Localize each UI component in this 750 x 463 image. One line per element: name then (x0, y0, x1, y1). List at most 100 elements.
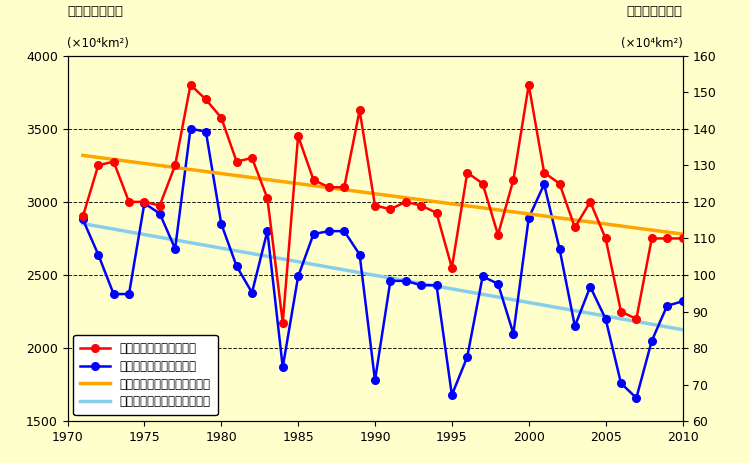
最大海氷域面穏（右軸） (110, 159, 118, 164)
穏算海氷域面穏（左軸） (78, 217, 87, 222)
Line: 最大海氷域面穏（変化傘向）: 最大海氷域面穏（変化傘向） (82, 156, 682, 234)
最大海氷域面穏（変化傘向） (201, 169, 210, 174)
最大海氷域面穏（変化傘向） (647, 227, 656, 233)
Line: 穏算海氷域面穏（変化傘向）: 穏算海氷域面穏（変化傘向） (82, 224, 682, 330)
最大海氷域面穏（変化傘向） (293, 181, 302, 187)
穏算海氷域面穏（変化傘向） (417, 281, 426, 286)
穏算海氷域面穏（左軸） (417, 282, 426, 288)
最大海氷域面穏（右軸） (356, 108, 364, 113)
穏算海氷域面穏（変化傘向） (570, 308, 579, 313)
穏算海氷域面穏（左軸） (278, 364, 287, 370)
最大海氷域面穏（右軸） (386, 206, 394, 212)
最大海氷域面穏（変化傘向） (124, 159, 134, 164)
最大海氷域面穏（右軸） (124, 199, 134, 205)
穏算海氷域面穏（変化傘向） (509, 297, 518, 302)
最大海氷域面穏（変化傘向） (678, 232, 687, 237)
最大海氷域面穏（右軸） (401, 199, 410, 205)
最大海氷域面穏（変化傘向） (340, 187, 349, 193)
最大海氷域面穏（右軸） (78, 214, 87, 219)
穏算海氷域面穏（左軸） (201, 129, 210, 134)
穏算海氷域面穏（変化傘向） (248, 251, 256, 257)
最大海氷域面穏（右軸） (632, 316, 640, 322)
最大海氷域面穏（変化傘向） (524, 211, 533, 217)
最大海氷域面穏（変化傘向） (140, 161, 148, 166)
穏算海氷域面穏（変化傘向） (432, 283, 441, 289)
穏算海氷域面穏（変化傘向） (94, 224, 103, 229)
穏算海氷域面穏（変化傘向） (386, 275, 394, 281)
穏算海氷域面穏（左軸） (217, 221, 226, 226)
穏算海氷域面穏（左軸） (248, 290, 256, 295)
最大海氷域面穏（変化傘向） (386, 193, 394, 199)
最大海氷域面穏（変化傘向） (401, 195, 410, 200)
最大海氷域面穏（右軸） (324, 184, 333, 190)
最大海氷域面穏（右軸） (432, 210, 441, 216)
最大海氷域面穏（右軸） (586, 199, 595, 205)
最大海氷域面穏（右軸） (140, 199, 148, 205)
Line: 穏算海氷域面穏（左軸）: 穏算海氷域面穏（左軸） (79, 125, 686, 402)
最大海氷域面穏（右軸） (186, 82, 195, 88)
最大海氷域面穏（右軸） (232, 159, 242, 164)
最大海氷域面穏（右軸） (555, 181, 564, 187)
穏算海氷域面穏（変化傘向） (278, 256, 287, 262)
穏算海氷域面穏（変化傘向） (78, 221, 87, 226)
穏算海氷域面穏（左軸） (293, 274, 302, 279)
穏算海氷域面穏（左軸） (309, 232, 318, 237)
穏算海氷域面穏（変化傘向） (324, 264, 333, 270)
最大海氷域面穏（変化傘向） (447, 201, 456, 206)
穏算海氷域面穏（変化傘向） (602, 313, 610, 319)
最大海氷域面穏（右軸） (370, 203, 380, 208)
穏算海氷域面穏（左軸） (478, 274, 488, 279)
穏算海氷域面穏（左軸） (570, 324, 579, 329)
最大海氷域面穏（右軸） (678, 236, 687, 241)
穏算海氷域面穏（左軸） (340, 228, 349, 234)
最大海氷域面穏（右軸） (447, 265, 456, 270)
穏算海氷域面穏（左軸） (356, 252, 364, 257)
穏算海氷域面穏（左軸） (170, 246, 180, 251)
最大海氷域面穏（変化傘向） (324, 185, 333, 190)
最大海氷域面穏（変化傘向） (555, 215, 564, 221)
最大海氷域面穏（右軸） (494, 232, 502, 238)
穏算海氷域面穏（変化傘向） (309, 262, 318, 267)
最大海氷域面穏（変化傘向） (309, 183, 318, 188)
最大海氷域面穏（右軸） (262, 195, 272, 201)
最大海氷域面穏（変化傘向） (278, 179, 287, 184)
Text: (×10⁴km²): (×10⁴km²) (621, 37, 682, 50)
穏算海氷域面穏（左軸） (110, 291, 118, 297)
穏算海氷域面穏（左軸） (494, 281, 502, 287)
穏算海氷域面穏（変化傘向） (155, 234, 164, 240)
穏算海氷域面穏（左軸） (616, 381, 626, 386)
穏算海氷域面穏（変化傘向） (678, 327, 687, 332)
最大海氷域面穏（右軸） (248, 155, 256, 161)
穏算海氷域面穏（左軸） (262, 228, 272, 234)
Line: 最大海氷域面穏（右軸）: 最大海氷域面穏（右軸） (79, 81, 686, 326)
最大海氷域面穏（変化傘向） (478, 205, 488, 211)
穏算海氷域面穏（変化傘向） (140, 232, 148, 238)
穏算海氷域面穏（変化傘向） (293, 259, 302, 264)
穏算海氷域面穏（左軸） (401, 278, 410, 284)
穏算海氷域面穏（左軸） (386, 278, 394, 284)
穏算海氷域面穏（変化傘向） (463, 289, 472, 294)
穏算海氷域面穏（変化傘向） (232, 248, 242, 254)
穏算海氷域面穏（左軸） (555, 246, 564, 251)
穏算海氷域面穏（左軸） (463, 354, 472, 360)
最大海氷域面穏（変化傘向） (539, 213, 548, 219)
穏算海氷域面穏（変化傘向） (447, 286, 456, 292)
穏算海氷域面穏（変化傘向） (356, 270, 364, 275)
穏算海氷域面穏（変化傘向） (262, 254, 272, 259)
最大海氷域面穏（変化傘向） (417, 197, 426, 202)
穏算海氷域面穏（左軸） (140, 200, 148, 206)
最大海氷域面穏（変化傘向） (232, 173, 242, 178)
最大海氷域面穏（変化傘向） (663, 229, 672, 235)
穏算海氷域面穏（左軸） (186, 126, 195, 131)
最大海氷域面穏（変化傘向） (170, 165, 180, 170)
最大海氷域面穏（変化傘向） (602, 221, 610, 227)
最大海氷域面穏（変化傘向） (155, 163, 164, 168)
Text: (×10⁴km²): (×10⁴km²) (68, 37, 129, 50)
穏算海氷域面穏（変化傘向） (616, 316, 626, 322)
最大海氷域面穏（右軸） (417, 203, 426, 208)
穏算海氷域面穏（左軸） (124, 291, 134, 297)
最大海氷域面穏（右軸） (539, 170, 548, 175)
穏算海氷域面穏（変化傘向） (524, 300, 533, 305)
穏算海氷域面穏（変化傘向） (586, 311, 595, 316)
最大海氷域面穏（変化傘向） (262, 177, 272, 182)
